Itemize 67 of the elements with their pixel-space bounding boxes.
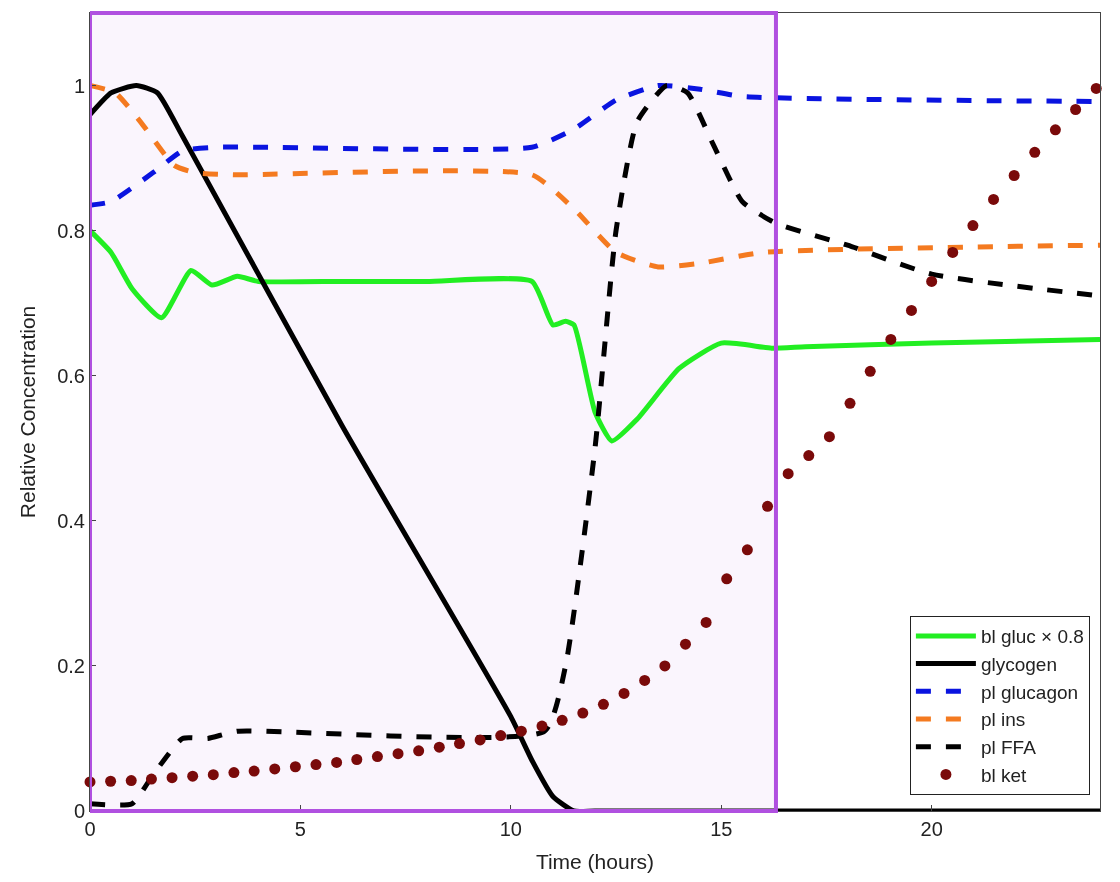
point: [556, 714, 568, 726]
point: [885, 333, 897, 345]
point: [618, 687, 630, 699]
point: [659, 660, 671, 672]
point: [433, 741, 445, 753]
legend-label: pl glucagon: [980, 681, 1079, 703]
point: [331, 756, 343, 768]
point: [1008, 170, 1020, 181]
y-tick-label: 0: [73, 800, 85, 822]
x-axis-title: Time (hours): [535, 850, 655, 874]
y-tick-label: 1: [73, 74, 85, 97]
point: [700, 616, 712, 628]
legend-label: bl ket: [980, 764, 1028, 786]
point: [289, 761, 301, 773]
point: [248, 765, 260, 777]
point: [803, 450, 815, 462]
legend-label: pl FFA: [980, 737, 1037, 759]
y-tick-label: 0.2: [57, 654, 85, 677]
x-tick-label: 10: [499, 818, 522, 840]
point: [1049, 124, 1061, 136]
point: [864, 365, 876, 377]
x-tick-label: 15: [710, 818, 733, 840]
point: [782, 468, 794, 480]
point: [1070, 103, 1082, 115]
x-tick-label: 5: [294, 818, 306, 840]
point: [721, 573, 733, 585]
point: [947, 246, 959, 258]
point: [905, 304, 917, 316]
y-tick-label: 0.4: [57, 509, 85, 532]
point: [967, 220, 979, 232]
legend-label: bl gluc × 0.8: [980, 626, 1084, 648]
point: [926, 275, 938, 287]
point: [988, 193, 1000, 205]
point: [639, 674, 651, 686]
point: [228, 767, 240, 779]
point: [269, 763, 281, 775]
point: [823, 431, 835, 443]
point: [145, 773, 157, 785]
point: [125, 775, 137, 787]
y-axis-title: Relative Concentration: [16, 305, 40, 519]
point: [597, 698, 609, 710]
point: [392, 748, 404, 760]
y-tick-label: 0.6: [57, 364, 85, 387]
point: [351, 753, 363, 765]
point: [515, 725, 527, 737]
y-tick-label: 0.8: [57, 219, 85, 242]
point: [371, 751, 383, 763]
point: [166, 772, 178, 784]
point: [474, 734, 486, 746]
point: [413, 745, 425, 757]
point: [536, 720, 548, 732]
point: [105, 775, 117, 787]
legend-label: glycogen: [980, 654, 1057, 675]
point: [844, 397, 856, 409]
point: [679, 638, 691, 650]
x-tick-label: 20: [920, 818, 943, 840]
point: [577, 707, 589, 719]
point: [762, 500, 774, 512]
point: [187, 770, 199, 782]
point: [1090, 82, 1102, 94]
point: [310, 759, 322, 771]
point: [207, 769, 219, 781]
legend-label: pl ins: [980, 709, 1026, 731]
point: [1029, 146, 1041, 158]
point: [495, 730, 507, 742]
point: [741, 544, 753, 556]
point: [453, 738, 465, 750]
